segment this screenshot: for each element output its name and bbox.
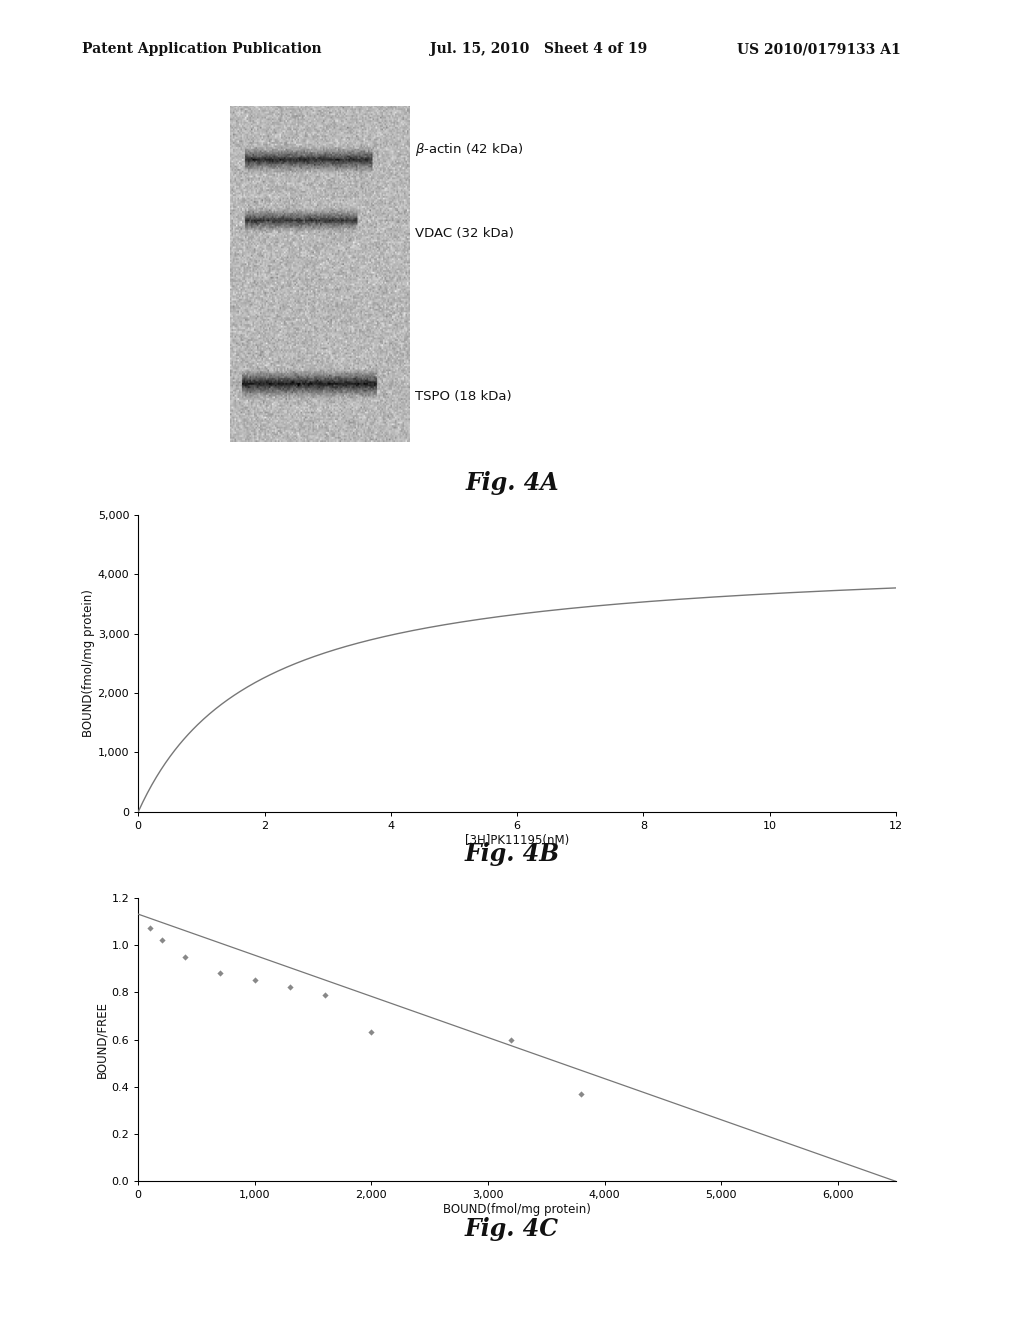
Text: Patent Application Publication: Patent Application Publication: [82, 42, 322, 57]
Text: US 2010/0179133 A1: US 2010/0179133 A1: [737, 42, 901, 57]
X-axis label: BOUND(fmol/mg protein): BOUND(fmol/mg protein): [443, 1204, 591, 1216]
Point: [316, 983, 333, 1005]
Point: [212, 962, 228, 983]
Point: [177, 946, 194, 968]
Text: Fig. 4B: Fig. 4B: [464, 842, 560, 866]
Point: [282, 977, 298, 998]
Text: TSPO (18 kDa): TSPO (18 kDa): [415, 389, 511, 403]
X-axis label: [3H]PK11195(nM): [3H]PK11195(nM): [465, 834, 569, 846]
Point: [247, 970, 263, 991]
Point: [573, 1084, 590, 1105]
Point: [141, 917, 158, 939]
Text: VDAC (32 kDa): VDAC (32 kDa): [415, 227, 514, 240]
Point: [364, 1022, 380, 1043]
Text: Fig. 4A: Fig. 4A: [465, 471, 559, 495]
Point: [154, 929, 170, 950]
Y-axis label: BOUND(fmol/mg protein): BOUND(fmol/mg protein): [82, 589, 95, 738]
Text: $\beta$-actin (42 kDa): $\beta$-actin (42 kDa): [415, 141, 523, 157]
Y-axis label: BOUND/FREE: BOUND/FREE: [95, 1001, 109, 1078]
Point: [503, 1030, 519, 1051]
Text: Jul. 15, 2010   Sheet 4 of 19: Jul. 15, 2010 Sheet 4 of 19: [430, 42, 647, 57]
Text: Fig. 4C: Fig. 4C: [465, 1217, 559, 1241]
